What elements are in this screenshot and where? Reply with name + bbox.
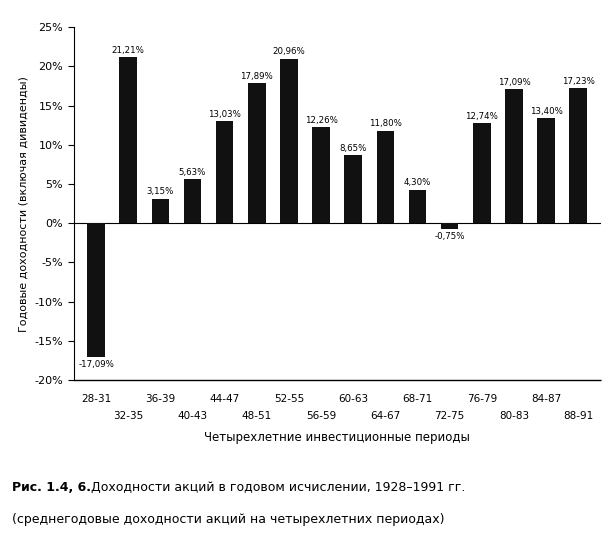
Text: 20,96%: 20,96%	[273, 47, 305, 56]
Text: 72-75: 72-75	[435, 411, 465, 421]
Bar	[151, 199, 169, 223]
Text: 8,65%: 8,65%	[340, 144, 367, 153]
Bar	[569, 88, 587, 223]
Text: 32-35: 32-35	[113, 411, 143, 421]
Text: 11,80%: 11,80%	[369, 119, 402, 128]
Text: 5,63%: 5,63%	[179, 168, 206, 176]
Bar	[376, 131, 394, 223]
Bar	[216, 121, 234, 223]
Text: 17,23%: 17,23%	[562, 77, 595, 86]
Text: -17,09%: -17,09%	[78, 361, 114, 369]
Text: 88-91: 88-91	[563, 411, 593, 421]
Text: 17,09%: 17,09%	[498, 78, 530, 87]
Text: 36-39: 36-39	[145, 394, 175, 404]
Text: 13,40%: 13,40%	[530, 107, 563, 116]
Y-axis label: Годовые доходности (включая дивиденды): Годовые доходности (включая дивиденды)	[19, 75, 29, 332]
Text: 76-79: 76-79	[466, 394, 497, 404]
Text: 17,89%: 17,89%	[240, 72, 273, 80]
Text: 48-51: 48-51	[242, 411, 272, 421]
Text: 84-87: 84-87	[531, 394, 562, 404]
Text: 60-63: 60-63	[338, 394, 368, 404]
Bar	[184, 179, 201, 223]
Text: 56-59: 56-59	[306, 411, 336, 421]
Text: 4,30%: 4,30%	[404, 178, 431, 187]
Text: Рис. 1.4, 6.: Рис. 1.4, 6.	[12, 481, 91, 494]
Text: 21,21%: 21,21%	[112, 46, 145, 54]
Bar	[473, 123, 490, 223]
Bar	[280, 59, 298, 223]
Text: -0,75%: -0,75%	[435, 232, 465, 241]
Text: (среднегодовые доходности акций на четырехлетних периодах): (среднегодовые доходности акций на четыр…	[12, 513, 445, 526]
Text: 28-31: 28-31	[81, 394, 111, 404]
Text: 40-43: 40-43	[177, 411, 208, 421]
Text: 3,15%: 3,15%	[147, 187, 174, 196]
Bar	[505, 89, 523, 223]
Bar	[87, 223, 105, 357]
Bar	[120, 57, 137, 223]
Bar	[248, 83, 265, 223]
Bar	[409, 190, 427, 223]
Bar	[537, 118, 555, 223]
Text: 64-67: 64-67	[370, 411, 400, 421]
Text: 12,26%: 12,26%	[305, 116, 338, 125]
Text: Доходности акций в годовом исчислении, 1928–1991 гг.: Доходности акций в годовом исчислении, 1…	[83, 481, 465, 494]
Text: 44-47: 44-47	[210, 394, 240, 404]
Text: 68-71: 68-71	[402, 394, 433, 404]
Text: 12,74%: 12,74%	[465, 112, 498, 121]
Text: 80-83: 80-83	[499, 411, 529, 421]
Text: Четырехлетние инвестиционные периоды: Четырехлетние инвестиционные периоды	[204, 431, 470, 444]
Text: 52-55: 52-55	[274, 394, 304, 404]
Bar	[345, 155, 362, 223]
Bar	[441, 223, 459, 229]
Text: 13,03%: 13,03%	[208, 110, 241, 119]
Bar	[312, 127, 330, 223]
